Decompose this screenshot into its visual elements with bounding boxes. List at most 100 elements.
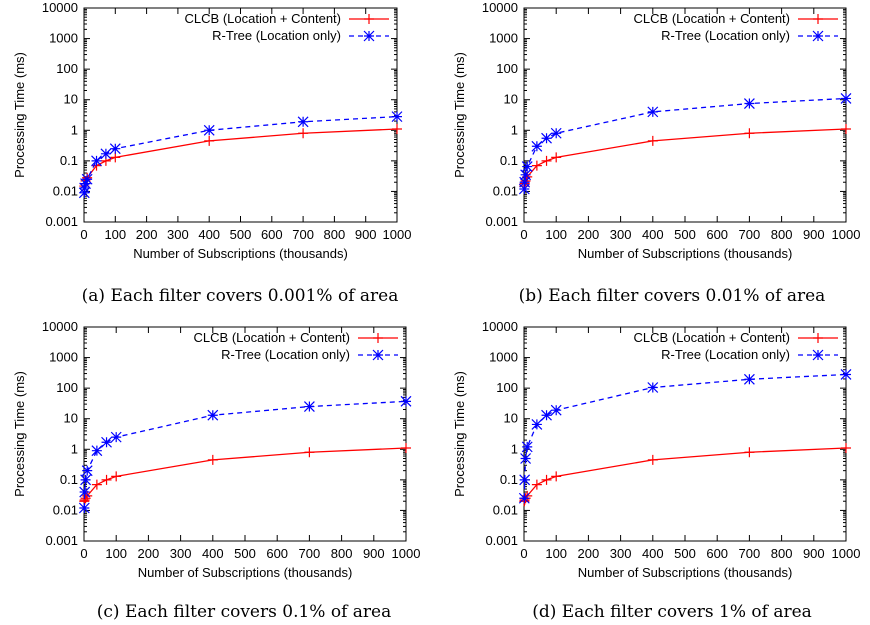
x-tick-label: 400 <box>642 546 664 561</box>
series-line <box>523 128 847 187</box>
data-point <box>744 447 755 458</box>
data-point <box>91 445 103 457</box>
x-tick-label: 300 <box>167 227 189 242</box>
x-tick-label: 800 <box>771 546 793 561</box>
data-point <box>207 454 218 465</box>
data-point <box>531 479 542 490</box>
series-line <box>83 447 407 502</box>
data-point <box>840 369 852 380</box>
x-tick-label: 300 <box>610 546 632 561</box>
data-point <box>647 135 658 146</box>
data-point <box>373 333 383 343</box>
y-tick-label: 10000 <box>482 0 518 15</box>
data-point <box>91 155 102 167</box>
y-tick-label: 0.1 <box>60 153 78 168</box>
legend-label: CLCB (Location + Content) <box>634 330 790 345</box>
data-point <box>303 401 315 412</box>
y-tick-label: 10 <box>504 92 518 107</box>
panel-caption: (b) Each filter covers 0.01% of area <box>519 286 826 306</box>
x-tick-label: 300 <box>170 546 192 561</box>
data-point <box>80 493 91 504</box>
data-point <box>204 135 215 146</box>
data-point <box>541 155 552 166</box>
x-tick-label: 200 <box>138 546 160 561</box>
data-point <box>111 471 122 482</box>
y-tick-label: 0.1 <box>500 153 518 168</box>
legend-entry: R-Tree (Location only) <box>221 347 398 362</box>
x-tick-label: 1000 <box>832 227 861 242</box>
data-point <box>364 14 374 24</box>
data-point <box>298 128 309 139</box>
x-tick-label: 900 <box>803 546 825 561</box>
x-tick-label: 400 <box>198 227 220 242</box>
y-axis-label: Processing Time (ms) <box>452 371 467 497</box>
x-tick-label: 700 <box>292 227 314 242</box>
legend-label: R-Tree (Location only) <box>212 28 341 43</box>
data-point <box>80 178 91 190</box>
data-point <box>531 140 543 152</box>
data-point <box>372 349 384 361</box>
y-tick-label: 0.1 <box>500 472 518 487</box>
data-point <box>91 479 102 490</box>
data-point <box>840 93 852 104</box>
data-point <box>531 160 542 171</box>
y-tick-label: 1000 <box>489 31 518 46</box>
x-tick-label: 400 <box>642 227 664 242</box>
data-point <box>110 152 121 163</box>
x-tick-label: 600 <box>261 227 283 242</box>
data-point <box>812 30 824 42</box>
legend-entry: R-Tree (Location only) <box>661 28 838 43</box>
data-point <box>743 373 755 385</box>
data-point <box>101 436 112 448</box>
data-point <box>78 502 90 514</box>
data-point <box>401 443 411 454</box>
x-tick-label: 100 <box>545 546 567 561</box>
series-line <box>523 97 847 190</box>
legend-label: R-Tree (Location only) <box>221 347 350 362</box>
y-tick-label: 1 <box>71 441 78 456</box>
data-point <box>551 471 562 482</box>
data-point <box>813 14 823 24</box>
data-point <box>531 419 543 430</box>
panel-caption: (d) Each filter covers 1% of area <box>532 602 812 622</box>
chart-panel-3: 0.001 0.01 0.1 1 10 100 1000 10000 0 100 200 300 400… <box>12 319 420 622</box>
y-axis-label: Processing Time (ms) <box>12 52 27 178</box>
x-tick-label: 200 <box>136 227 158 242</box>
chart-panel-2: 0.001 0.01 0.1 1 10 100 1000 10000 0 100 200 300 400… <box>452 0 860 306</box>
y-tick-label: 0.01 <box>493 502 518 517</box>
x-tick-label: 900 <box>803 227 825 242</box>
series-2 <box>78 111 403 199</box>
y-tick-label: 1000 <box>489 350 518 365</box>
panel-caption: (c) Each filter covers 0.1% of area <box>97 602 391 622</box>
chart-panel-1: 0.001 0.01 0.1 1 10 100 1000 10000 0 100 200 300 400… <box>12 0 411 306</box>
x-tick-label: 500 <box>674 546 696 561</box>
x-tick-label: 1000 <box>832 546 861 561</box>
y-tick-label: 10 <box>64 411 78 426</box>
data-point <box>521 161 533 173</box>
x-tick-label: 1000 <box>383 227 412 242</box>
y-tick-label: 10 <box>64 92 78 107</box>
x-tick-label: 500 <box>234 546 256 561</box>
x-tick-label: 100 <box>104 227 126 242</box>
data-point <box>518 492 530 504</box>
x-tick-label: 1000 <box>392 546 421 561</box>
legend-label: CLCB (Location + Content) <box>185 11 341 26</box>
data-point <box>79 486 91 498</box>
data-point <box>100 148 112 160</box>
x-axis-label: Number of Subscriptions (thousands) <box>578 565 793 580</box>
x-tick-label: 400 <box>202 546 224 561</box>
x-tick-label: 0 <box>520 227 527 242</box>
y-axis-label: Processing Time (ms) <box>12 371 27 497</box>
legend-label: CLCB (Location + Content) <box>194 330 350 345</box>
x-tick-label: 700 <box>739 227 761 242</box>
data-point <box>520 169 532 181</box>
data-point <box>520 453 532 464</box>
x-tick-label: 700 <box>739 546 761 561</box>
y-tick-label: 0.001 <box>45 533 78 548</box>
data-point <box>744 128 755 139</box>
y-tick-label: 1 <box>511 441 518 456</box>
y-tick-label: 10000 <box>482 319 518 334</box>
data-point <box>81 173 93 185</box>
y-tick-label: 100 <box>56 61 78 76</box>
x-tick-label: 0 <box>520 546 527 561</box>
